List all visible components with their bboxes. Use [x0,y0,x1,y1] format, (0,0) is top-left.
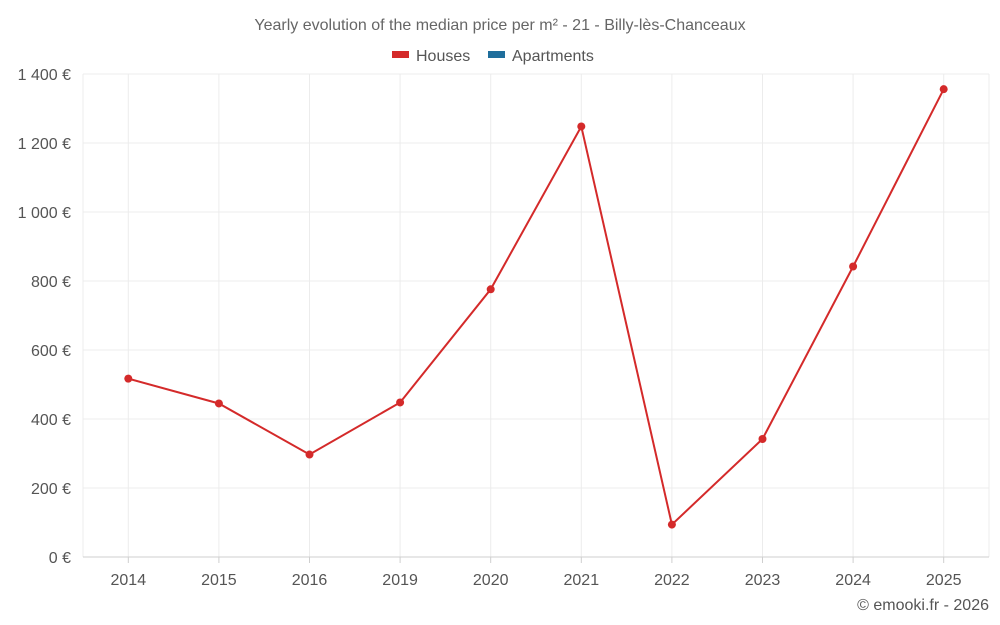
legend-label-houses: Houses [416,48,470,65]
x-tick-label: 2019 [382,572,418,589]
data-point[interactable] [758,435,767,444]
data-point[interactable] [486,285,495,294]
legend-item-houses[interactable]: Houses [392,48,470,65]
legend-swatch-houses [392,51,409,58]
y-tick-labels: 0 € 200 € 400 € 600 € 800 € 1 000 € 1 200 € 1 4… [18,67,71,567]
data-point[interactable] [305,450,314,459]
gridlines [82,73,990,557]
chart-title: Yearly evolution of the median price per… [254,17,745,34]
x-tick-label: 2023 [745,572,781,589]
series-houses [124,85,948,529]
data-point[interactable] [849,262,858,271]
x-tick-label: 2025 [926,572,962,589]
x-tick-label: 2022 [654,572,690,589]
data-point[interactable] [396,398,405,407]
x-tick-label: 2014 [111,572,147,589]
y-tick-label: 1 200 € [18,136,71,153]
y-tick-label: 600 € [31,343,71,360]
data-point[interactable] [214,399,223,408]
legend-label-apartments: Apartments [512,48,594,65]
legend: Houses Apartments [392,48,594,65]
data-point[interactable] [939,85,948,94]
y-tick-label: 1 400 € [18,67,71,84]
y-tick-label: 200 € [31,481,71,498]
y-tick-label: 800 € [31,274,71,291]
x-tick-labels: 2014 2015 2016 2019 2020 2021 2022 2023 2024 2025 [111,572,962,589]
y-tick-label: 400 € [31,412,71,429]
x-tick-label: 2021 [564,572,600,589]
series-line-houses [128,88,945,527]
data-point[interactable] [577,122,586,131]
x-tick-label: 2015 [201,572,237,589]
legend-item-apartments[interactable]: Apartments [488,48,594,65]
y-tick-label: 1 000 € [18,205,71,222]
legend-swatch-apartments [488,51,505,58]
data-point[interactable] [667,520,676,529]
data-point[interactable] [124,374,133,383]
y-tick-label: 0 € [49,550,71,567]
axes [83,556,989,563]
x-tick-label: 2020 [473,572,509,589]
credit-text: © emooki.fr - 2026 [857,597,989,614]
x-tick-label: 2024 [835,572,871,589]
x-tick-label: 2016 [292,572,328,589]
